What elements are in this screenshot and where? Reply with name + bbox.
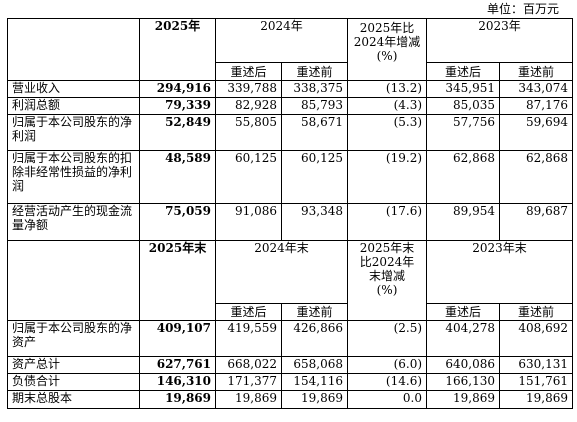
- table-row: 资产总计 627,761 668,022 658,068 (6.0) 640,086 630…: [7, 356, 574, 374]
- cell-y2024-restated: 668,022: [215, 356, 282, 374]
- row-label: 经营活动产生的现金流量净额: [7, 203, 140, 241]
- row-label: 负债合计: [7, 373, 140, 391]
- cell-y2024-before: 154,116: [280, 373, 349, 391]
- cell-y2024-restated: 82,928: [215, 97, 282, 115]
- unit-label: 单位：百万元: [486, 2, 559, 16]
- cell-y2025: 627,761: [139, 356, 216, 374]
- header-2024-end: 2024年末: [214, 240, 349, 304]
- header-2023-end-before: 重述前: [499, 303, 574, 321]
- header-2025-end: 2025年末: [139, 240, 216, 321]
- row-label: 资产总计: [7, 356, 140, 374]
- cell-change: (13.2): [347, 80, 428, 98]
- header-change-pct: 2025年比2024年增减(%): [347, 18, 428, 81]
- table-row: 经营活动产生的现金流量净额 75,059 91,086 93,348 (17.6) 89,…: [7, 203, 574, 241]
- cell-change: (5.3): [347, 114, 428, 151]
- cell-y2024-restated: 55,805: [215, 114, 282, 151]
- table-row: 利润总额 79,339 82,928 85,793 (4.3) 85,035 87,176: [7, 97, 574, 115]
- header-change-end-line: 比2024年: [359, 255, 415, 269]
- cell-change: (2.5): [347, 320, 428, 357]
- cell-y2024-restated: 19,869: [215, 390, 282, 409]
- cell-y2024-before: 19,869: [280, 390, 349, 409]
- cell-y2024-before: 58,671: [280, 114, 349, 151]
- header-2024-before: 重述前: [280, 62, 349, 81]
- cell-y2023-restated: 85,035: [426, 97, 501, 115]
- table-row: 归属于本公司股东的净资产 409,107 419,559 426,866 (2.5) 40…: [7, 320, 574, 357]
- financial-summary-table: 2025年 2024年 2025年比2024年增减(%) 2023年 重述后 重…: [7, 18, 574, 409]
- cell-y2023-restated: 404,278: [426, 320, 501, 357]
- cell-y2023-before: 343,074: [499, 80, 574, 98]
- cell-y2024-before: 658,068: [280, 356, 349, 374]
- cell-y2023-restated: 640,086: [426, 356, 501, 374]
- header-2024-restated: 重述后: [215, 62, 282, 81]
- cell-y2025: 146,310: [139, 373, 216, 391]
- row-label: 利润总额: [7, 97, 140, 115]
- cell-y2024-before: 93,348: [280, 203, 349, 241]
- cell-y2023-restated: 19,869: [426, 390, 501, 409]
- cell-y2023-before: 19,869: [499, 390, 574, 409]
- cell-change: (4.3): [347, 97, 428, 115]
- cell-y2025: 294,916: [139, 80, 216, 98]
- cell-change: 0.0: [347, 390, 428, 409]
- header-blank-cell: [7, 18, 140, 81]
- cell-y2025: 48,589: [139, 150, 216, 204]
- cell-y2023-restated: 57,756: [426, 114, 501, 151]
- cell-y2023-before: 151,761: [499, 373, 574, 391]
- row-label: 归属于本公司股东的净利润: [7, 114, 140, 151]
- header-2023-end: 2023年末: [426, 240, 574, 304]
- cell-y2025: 75,059: [139, 203, 216, 241]
- header-change-end-line: (%): [376, 283, 398, 297]
- cell-y2023-before: 89,687: [499, 203, 574, 241]
- cell-y2025: 409,107: [139, 320, 216, 357]
- cell-y2023-restated: 166,130: [426, 373, 501, 391]
- header-2025: 2025年: [139, 18, 216, 81]
- header-2024-end-before: 重述前: [280, 303, 349, 321]
- cell-change: (19.2): [347, 150, 428, 204]
- cell-y2024-restated: 91,086: [215, 203, 282, 241]
- row-label: 期末总股本: [7, 390, 140, 409]
- table-row: 归属于本公司股东的净利润 52,849 55,805 58,671 (5.3) 57,75…: [7, 114, 574, 151]
- header-change-end-line: 2025年末: [359, 241, 415, 256]
- cell-y2023-before: 408,692: [499, 320, 574, 357]
- cell-y2023-restated: 62,868: [426, 150, 501, 204]
- cell-y2023-before: 62,868: [499, 150, 574, 204]
- header-change-end-pct: 2025年末 比2024年 末增减 (%): [347, 240, 428, 321]
- cell-y2023-before: 87,176: [499, 97, 574, 115]
- cell-y2023-before: 59,694: [499, 114, 574, 151]
- cell-change: (14.6): [347, 373, 428, 391]
- header-2023-before: 重述前: [499, 62, 574, 81]
- cell-y2024-restated: 60,125: [215, 150, 282, 204]
- header-2024: 2024年: [214, 18, 349, 63]
- table-row: 营业收入 294,916 339,788 338,375 (13.2) 345,951 34…: [7, 80, 574, 98]
- header-2023-end-restated: 重述后: [426, 303, 501, 321]
- row-label: 归属于本公司股东的净资产: [7, 320, 140, 357]
- cell-y2024-before: 338,375: [280, 80, 349, 98]
- cell-y2025: 79,339: [139, 97, 216, 115]
- cell-y2024-restated: 339,788: [215, 80, 282, 98]
- cell-y2024-before: 85,793: [280, 97, 349, 115]
- row-label: 归属于本公司股东的扣除非经常性损益的净利润: [7, 150, 140, 204]
- table-row: 负债合计 146,310 171,377 154,116 (14.6) 166,130 15…: [7, 373, 574, 391]
- cell-y2024-before: 426,866: [280, 320, 349, 357]
- cell-y2025: 52,849: [139, 114, 216, 151]
- header-blank-cell: [7, 240, 140, 321]
- cell-y2023-restated: 89,954: [426, 203, 501, 241]
- cell-y2024-before: 60,125: [280, 150, 349, 204]
- cell-y2025: 19,869: [139, 390, 216, 409]
- row-label: 营业收入: [7, 80, 140, 98]
- header-change-end-line: 末增减: [369, 269, 406, 283]
- header-2024-end-restated: 重述后: [215, 303, 282, 321]
- cell-y2024-restated: 171,377: [215, 373, 282, 391]
- cell-change: (6.0): [347, 356, 428, 374]
- cell-y2024-restated: 419,559: [215, 320, 282, 357]
- header-2023: 2023年: [426, 18, 574, 63]
- cell-change: (17.6): [347, 203, 428, 241]
- header-2023-restated: 重述后: [426, 62, 501, 81]
- table-row: 归属于本公司股东的扣除非经常性损益的净利润 48,589 60,125 60,125(…: [7, 150, 574, 204]
- cell-y2023-before: 630,131: [499, 356, 574, 374]
- table-row: 期末总股本 19,869 19,869 19,869 0.0 19,869 19,869: [7, 390, 574, 409]
- cell-y2023-restated: 345,951: [426, 80, 501, 98]
